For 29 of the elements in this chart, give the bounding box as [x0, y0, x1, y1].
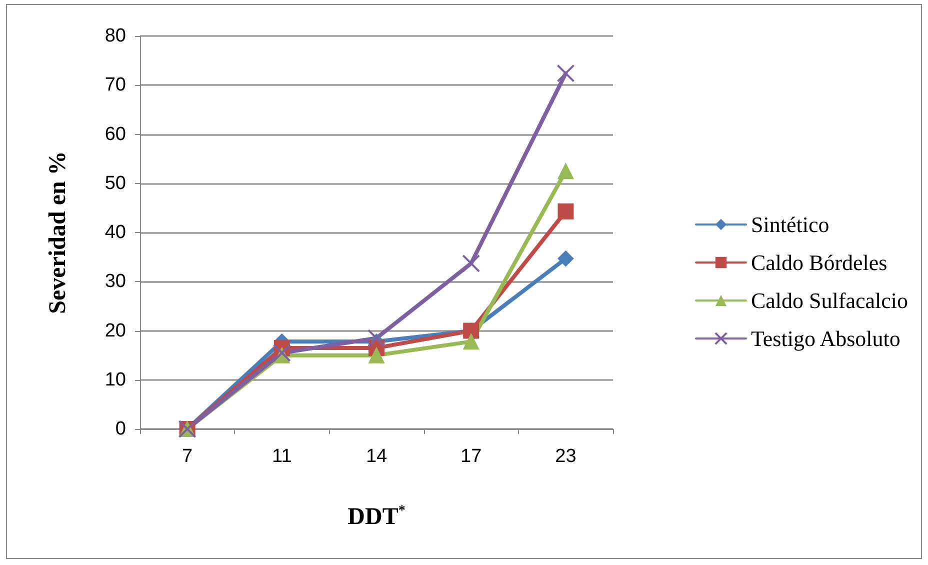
y-tick-label: 10 [104, 369, 126, 390]
x-tick-label: 7 [182, 446, 193, 467]
x-tick-label: 17 [460, 446, 482, 467]
point [558, 163, 574, 180]
y-tick-label: 80 [104, 26, 126, 46]
y-tick-label: 0 [115, 418, 126, 440]
x-tick-label: 23 [555, 446, 576, 467]
y-tick-label: 70 [104, 74, 126, 96]
y-tick-label: 60 [104, 124, 126, 145]
point [272, 344, 291, 362]
point [368, 329, 386, 348]
point [558, 203, 574, 220]
x-tick-label: 14 [366, 446, 388, 467]
y-tick-label: 40 [104, 222, 126, 243]
legend-label: Sintético [750, 212, 830, 237]
y-tick-label: 30 [104, 271, 126, 292]
legend-label: Caldo Bórdeles [750, 250, 888, 275]
legend-label: Testigo Absoluto [750, 326, 900, 351]
y-tick-label: 50 [104, 172, 126, 194]
point [463, 334, 480, 350]
x-axis-title: DDT* [348, 504, 406, 530]
y-tick-label: 20 [104, 320, 126, 342]
point [462, 254, 480, 272]
point [368, 347, 384, 364]
x-tick-label: 11 [272, 446, 292, 467]
y-axis-title: Severidad en % [45, 151, 71, 314]
point [558, 250, 574, 267]
point [556, 64, 575, 82]
legend-label: Caldo Sulfacalcio [750, 288, 908, 313]
